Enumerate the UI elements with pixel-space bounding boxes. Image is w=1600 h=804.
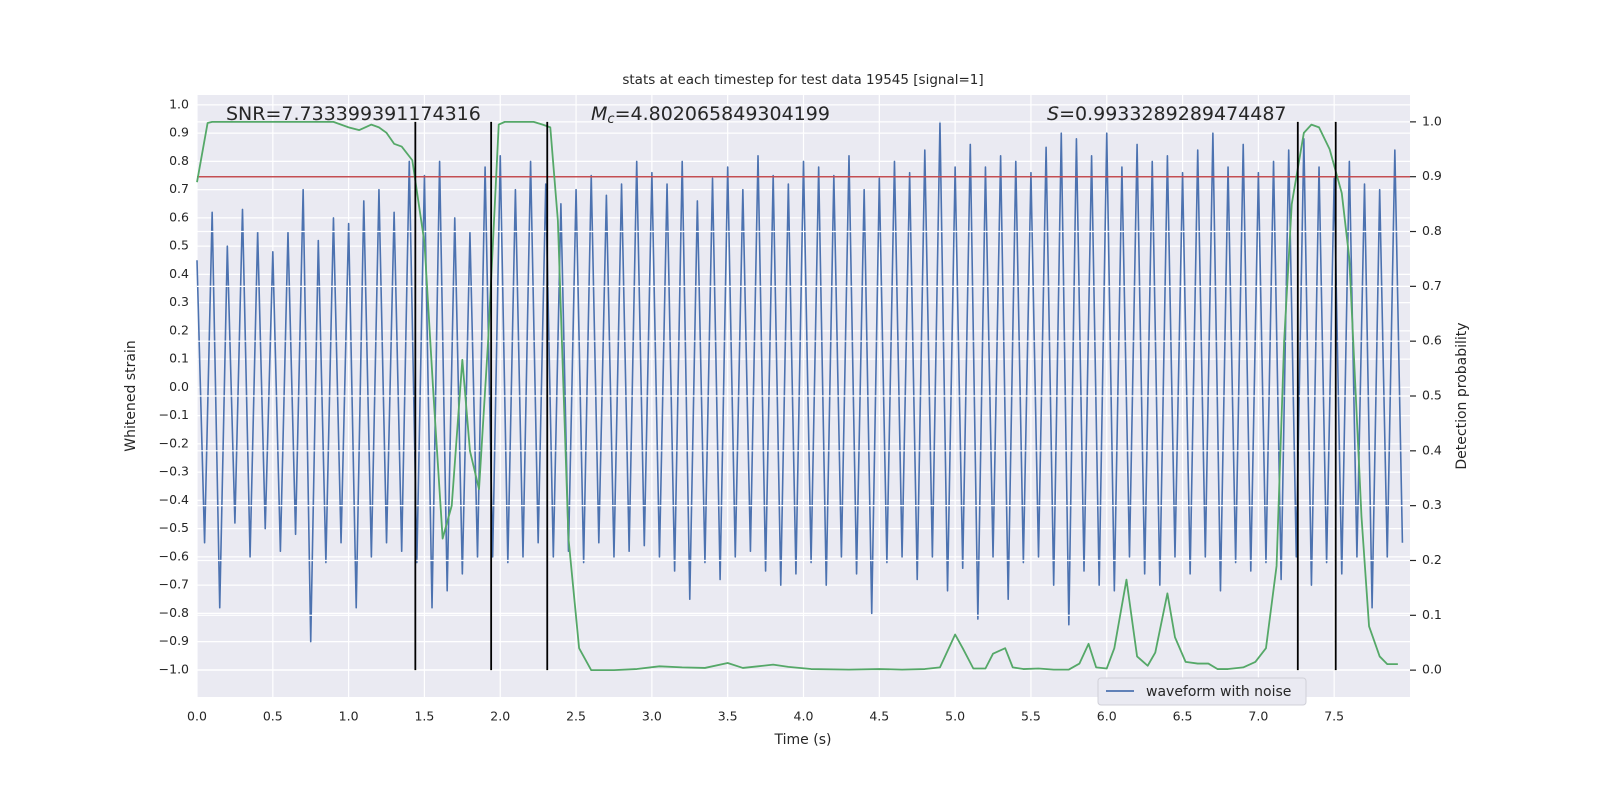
y-tick-label: 0.8 <box>169 153 189 168</box>
annotation-symbol: M <box>591 103 607 125</box>
legend-label: waveform with noise <box>1146 684 1291 700</box>
y-tick-label: −0.1 <box>159 407 189 422</box>
y-tick-label: 0.6 <box>169 209 189 224</box>
x-tick-label: 7.0 <box>1248 709 1268 724</box>
y-tick-label: 0.2 <box>169 322 189 337</box>
y-tick-label: 0.9 <box>169 125 189 140</box>
y-tick-label: −0.7 <box>159 577 189 592</box>
y2-tick-label: 0.4 <box>1422 442 1442 457</box>
x-tick-label: 5.0 <box>945 709 965 724</box>
annotation-symbol: S <box>1047 103 1059 125</box>
annotation: Mc=4.802065849304199 <box>591 103 830 127</box>
y2-tick-label: 0.8 <box>1422 223 1442 238</box>
x-tick-label: 6.5 <box>1173 709 1193 724</box>
x-tick-label: 1.0 <box>339 709 359 724</box>
x-tick-label: 0.5 <box>263 709 283 724</box>
x-tick-label: 4.0 <box>794 709 814 724</box>
x-tick-label: 0.0 <box>187 709 207 724</box>
y2-tick-label: 1.0 <box>1422 113 1442 128</box>
annotation-value: =4.802065849304199 <box>615 103 830 125</box>
y-tick-label: 0.5 <box>169 238 189 253</box>
data-line <box>196 121 1404 643</box>
x-tick-label: 6.0 <box>1097 709 1117 724</box>
y-tick-label: 0.1 <box>169 351 189 366</box>
x-tick-label: 2.5 <box>566 709 586 724</box>
y-tick-label: −0.2 <box>159 435 189 450</box>
y2-tick-label: 0.5 <box>1422 388 1442 403</box>
y2-tick-label: 0.0 <box>1422 662 1442 677</box>
annotation: SNR=7.733399391174316 <box>226 103 481 125</box>
y-tick-label: 0.4 <box>169 266 189 281</box>
annotation-subscript: c <box>607 112 614 127</box>
data-line <box>196 120 1398 672</box>
x-tick-label: 1.5 <box>414 709 434 724</box>
y-tick-label: −0.6 <box>159 548 189 563</box>
y2-tick-label: 0.6 <box>1422 333 1442 348</box>
y-tick-label: −0.5 <box>159 520 189 535</box>
y-tick-label: 0.3 <box>169 294 189 309</box>
y2-tick-label: 0.9 <box>1422 168 1442 183</box>
legend-box <box>1097 677 1307 706</box>
x-tick-label: 4.5 <box>869 709 889 724</box>
annotation-value: =0.9933289289474487 <box>1059 103 1286 125</box>
x-tick-label: 5.5 <box>1021 709 1041 724</box>
y2-axis-label: Detection probability <box>1454 322 1470 469</box>
y-axis-label: Whitened strain <box>123 340 139 451</box>
y-tick-label: −0.9 <box>159 633 189 648</box>
x-tick-label: 7.5 <box>1324 709 1344 724</box>
chart-title: stats at each timestep for test data 195… <box>622 72 983 88</box>
y-tick-label: −0.3 <box>159 464 189 479</box>
y2-tick-label: 0.1 <box>1422 607 1442 622</box>
x-axis-label: Time (s) <box>774 732 832 748</box>
x-tick-label: 2.0 <box>490 709 510 724</box>
y-tick-label: 0.7 <box>169 181 189 196</box>
y-tick-label: −0.4 <box>159 492 189 507</box>
annotation: S=0.9933289289474487 <box>1047 103 1287 125</box>
y2-tick-label: 0.7 <box>1422 278 1442 293</box>
y2-tick-label: 0.3 <box>1422 497 1442 512</box>
annotation-value: =7.733399391174316 <box>265 103 480 125</box>
y-tick-label: 1.0 <box>169 96 189 111</box>
y2-tick-label: 0.2 <box>1422 552 1442 567</box>
y-tick-label: 0.0 <box>169 379 189 394</box>
x-tick-label: 3.0 <box>642 709 662 724</box>
y-tick-label: −0.8 <box>159 605 189 620</box>
x-tick-label: 3.5 <box>718 709 738 724</box>
y-tick-label: −1.0 <box>159 661 189 676</box>
annotation-symbol: SNR <box>226 103 265 125</box>
